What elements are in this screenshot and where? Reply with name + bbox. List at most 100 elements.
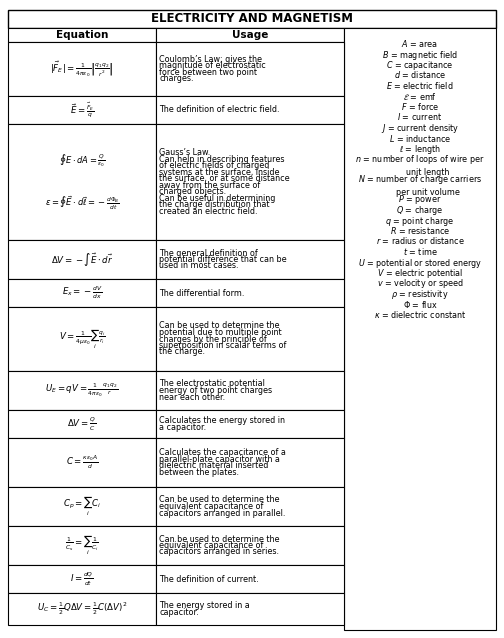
Text: $N$ = number of charge carriers
      per unit volume: $N$ = number of charge carriers per unit…	[358, 174, 482, 197]
Text: The general definition of: The general definition of	[159, 248, 258, 258]
Text: $V = \frac{1}{4\mu\varepsilon_0}\sum_i \frac{q_i}{r_i}$: $V = \frac{1}{4\mu\varepsilon_0}\sum_i \…	[59, 327, 105, 351]
Text: Coulomb’s Law; gives the: Coulomb’s Law; gives the	[159, 55, 262, 64]
Text: charges by the principle of: charges by the principle of	[159, 334, 267, 343]
Bar	[8, 487, 156, 526]
Text: $\vec{E} = \frac{\vec{F}_E}{q}$: $\vec{E} = \frac{\vec{F}_E}{q}$	[70, 101, 94, 119]
Text: $Q$ = charge: $Q$ = charge	[396, 204, 444, 217]
Bar	[156, 487, 344, 526]
Text: $I$ = current: $I$ = current	[398, 112, 443, 122]
Text: Calculates the capacitance of a: Calculates the capacitance of a	[159, 449, 286, 457]
Text: superposition in scalar terms of: superposition in scalar terms of	[159, 341, 286, 350]
Text: $t$ = time: $t$ = time	[403, 246, 437, 257]
Text: a capacitor.: a capacitor.	[159, 423, 206, 432]
Bar	[156, 28, 344, 42]
Text: the surface, or at some distance: the surface, or at some distance	[159, 174, 290, 183]
Text: The differential form.: The differential form.	[159, 288, 244, 297]
Text: $|\vec{F}_E| = \frac{1}{4\pi\varepsilon_0}\left|\frac{q_1 q_2}{r^2}\right|$: $|\vec{F}_E| = \frac{1}{4\pi\varepsilon_…	[50, 59, 114, 78]
Text: $J$ = current density: $J$ = current density	[381, 122, 459, 135]
Text: magnitude of electrostatic: magnitude of electrostatic	[159, 61, 266, 70]
Text: $F$ = force: $F$ = force	[401, 101, 439, 112]
Bar	[8, 410, 156, 438]
Text: equivalent capacitance of: equivalent capacitance of	[159, 541, 264, 550]
Text: $B$ = magnetic field: $B$ = magnetic field	[382, 48, 458, 61]
Text: $r$ = radius or distance: $r$ = radius or distance	[375, 235, 464, 246]
Text: $L$ = inductance: $L$ = inductance	[389, 133, 451, 144]
Text: Can be used to determine the: Can be used to determine the	[159, 535, 280, 544]
Text: Gauss’s Law.: Gauss’s Law.	[159, 148, 210, 157]
Bar	[8, 10, 496, 28]
Bar	[156, 307, 344, 371]
Bar	[8, 240, 156, 279]
Text: $\Delta V = \frac{Q}{C}$: $\Delta V = \frac{Q}{C}$	[68, 415, 97, 433]
Text: away from the surface of: away from the surface of	[159, 181, 260, 189]
Text: $\oint E \cdot dA = \frac{Q}{\varepsilon_0}$: $\oint E \cdot dA = \frac{Q}{\varepsilon…	[58, 152, 105, 170]
Text: $R$ = resistance: $R$ = resistance	[390, 225, 450, 236]
Text: $\varepsilon = \oint \vec{E} \cdot d\vec{\ell} = -\frac{d\Phi_B}{dt}$: $\varepsilon = \oint \vec{E} \cdot d\vec…	[44, 194, 119, 212]
Text: $v$ = velocity or speed: $v$ = velocity or speed	[376, 278, 463, 290]
Bar	[8, 279, 156, 307]
Text: charges.: charges.	[159, 74, 194, 83]
Text: systems at the surface, inside: systems at the surface, inside	[159, 168, 280, 177]
Text: near each other.: near each other.	[159, 392, 225, 401]
Text: The definition of electric field.: The definition of electric field.	[159, 105, 280, 114]
Text: $C$ = capacitance: $C$ = capacitance	[386, 59, 454, 72]
Text: the charge distribution that: the charge distribution that	[159, 200, 270, 209]
Text: $P$ = power: $P$ = power	[398, 193, 442, 207]
Text: Equation: Equation	[56, 30, 108, 40]
Text: $\ell$ = length: $\ell$ = length	[399, 143, 441, 156]
Text: Calculates the energy stored in: Calculates the energy stored in	[159, 416, 285, 426]
Text: $\rho$ = resistivity: $\rho$ = resistivity	[391, 288, 449, 301]
Text: Can be useful in determining: Can be useful in determining	[159, 194, 275, 203]
Text: Usage: Usage	[232, 30, 268, 40]
Text: $U$ = potential or stored energy: $U$ = potential or stored energy	[358, 256, 482, 269]
Text: $\mathcal{E}$ = emf: $\mathcal{E}$ = emf	[403, 91, 437, 101]
Text: capacitors arranged in parallel.: capacitors arranged in parallel.	[159, 508, 285, 517]
Text: the charge.: the charge.	[159, 348, 205, 357]
Text: equivalent capacitance of: equivalent capacitance of	[159, 502, 264, 511]
Text: charged objects.: charged objects.	[159, 187, 226, 197]
Text: used in most cases.: used in most cases.	[159, 262, 238, 271]
Bar	[156, 124, 344, 240]
Bar	[156, 438, 344, 487]
Text: potential difference that can be: potential difference that can be	[159, 255, 287, 264]
Text: potential due to multiple point: potential due to multiple point	[159, 328, 282, 337]
Bar	[156, 240, 344, 279]
Text: $I = \frac{dQ}{dt}$: $I = \frac{dQ}{dt}$	[70, 570, 94, 588]
Bar	[344, 28, 496, 630]
Bar	[8, 42, 156, 96]
Text: $\Delta V = -\int \vec{E} \cdot d\vec{r}$: $\Delta V = -\int \vec{E} \cdot d\vec{r}…	[51, 251, 113, 268]
Text: energy of two point charges: energy of two point charges	[159, 386, 272, 395]
Bar	[8, 124, 156, 240]
Text: $U_C = \frac{1}{2}Q\Delta V = \frac{1}{2}C(\Delta V)^2$: $U_C = \frac{1}{2}Q\Delta V = \frac{1}{2…	[37, 601, 127, 617]
Text: $\frac{1}{C_s} = \sum_i \frac{1}{C_i}$: $\frac{1}{C_s} = \sum_i \frac{1}{C_i}$	[65, 534, 99, 557]
Text: ELECTRICITY AND MAGNETISM: ELECTRICITY AND MAGNETISM	[151, 13, 353, 26]
Text: $U_E = qV = \frac{1}{4\pi\varepsilon_0}\frac{q_1 q_2}{r}$: $U_E = qV = \frac{1}{4\pi\varepsilon_0}\…	[45, 382, 118, 399]
Bar	[156, 593, 344, 625]
Text: Can be used to determine the: Can be used to determine the	[159, 496, 280, 505]
Text: Can be used to determine the: Can be used to determine the	[159, 322, 280, 330]
Bar	[8, 593, 156, 625]
Text: Can help in describing features: Can help in describing features	[159, 155, 284, 164]
Bar	[8, 96, 156, 124]
Text: force between two point: force between two point	[159, 68, 257, 77]
Text: $\kappa$ = dielectric constant: $\kappa$ = dielectric constant	[374, 309, 466, 320]
Text: parallel-plate capacitor with a: parallel-plate capacitor with a	[159, 455, 280, 464]
Text: $E$ = electric field: $E$ = electric field	[386, 80, 454, 91]
Bar	[156, 279, 344, 307]
Text: $C = \frac{\kappa\varepsilon_0 A}{d}$: $C = \frac{\kappa\varepsilon_0 A}{d}$	[66, 454, 98, 471]
Text: $q$ = point charge: $q$ = point charge	[386, 214, 455, 228]
Bar	[156, 96, 344, 124]
Bar	[8, 307, 156, 371]
Bar	[8, 526, 156, 565]
Text: between the plates.: between the plates.	[159, 468, 239, 477]
Bar	[8, 371, 156, 410]
Bar	[156, 526, 344, 565]
Text: The energy stored in a: The energy stored in a	[159, 601, 250, 611]
Bar	[8, 565, 156, 593]
Text: created an electric field.: created an electric field.	[159, 207, 258, 216]
Text: $\Phi$ = flux: $\Phi$ = flux	[403, 299, 437, 309]
Text: of electric fields of charged: of electric fields of charged	[159, 161, 269, 170]
Bar	[156, 410, 344, 438]
Text: The electrostatic potential: The electrostatic potential	[159, 380, 265, 389]
Text: capacitor.: capacitor.	[159, 608, 199, 617]
